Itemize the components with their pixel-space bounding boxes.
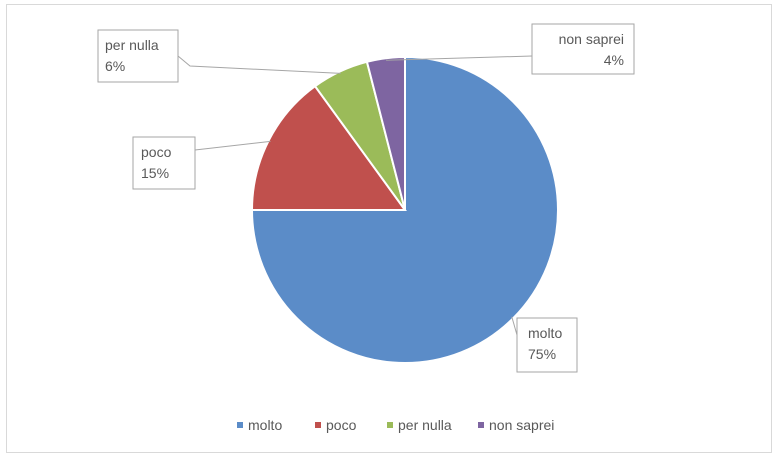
pie-slices [250,55,559,364]
pie-slice-molto [250,55,559,364]
pie-slice-poco [250,84,407,211]
data-label-value-molto: 75% [528,346,556,362]
leader-line-poco [194,140,271,151]
pie-slice-non-saprei [365,55,406,211]
data-label-box-poco [132,136,196,190]
legend-label-non-saprei: non saprei [489,417,554,433]
data-label-value-non-saprei: 4% [604,52,624,68]
data-labels: molto 75% poco 15% per nulla 6% non saprei 4% [97,23,635,373]
legend-label-molto: molto [248,417,282,433]
data-label-category-per-nulla: per nulla [105,37,159,53]
legend-swatch-per-nulla [387,422,393,428]
data-label-category-molto: molto [528,325,562,341]
legend-label-poco: poco [326,417,357,433]
legend-label-per-nulla: per nulla [398,417,452,433]
data-label-value-per-nulla: 6% [105,58,125,74]
data-label-box-non-saprei [531,23,635,75]
data-label-category-non-saprei: non saprei [559,31,624,47]
leader-line-molto [511,316,518,336]
data-label-box-per-nulla [97,29,179,83]
legend-swatch-poco [315,422,321,428]
leader-line-per-nulla [177,55,341,74]
data-label-value-poco: 15% [141,165,169,181]
legend-swatch-molto [237,422,243,428]
data-label-category-poco: poco [141,144,172,160]
leader-line-non-saprei [386,55,533,61]
legend: molto poco per nulla non saprei [237,417,554,433]
legend-swatch-non-saprei [478,422,484,428]
data-label-box-molto [516,317,578,373]
leader-lines [177,55,533,336]
